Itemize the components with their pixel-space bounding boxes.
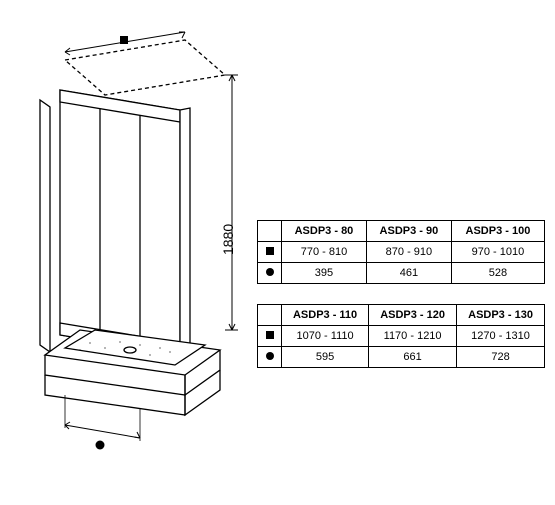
square-symbol-cell [258,326,282,347]
square-icon [266,331,274,339]
table-row: 770 - 810 870 - 910 970 - 1010 [258,242,545,263]
table-row: 1070 - 1110 1170 - 1210 1270 - 1310 [258,326,545,347]
table-row: 595 661 728 [258,347,545,368]
data-cell: 870 - 910 [366,242,451,263]
data-cell: 461 [366,263,451,284]
data-cell: 595 [282,347,369,368]
data-cell: 1070 - 1110 [282,326,369,347]
circle-symbol-cell [258,347,282,368]
data-cell: 528 [451,263,544,284]
circle-symbol-cell [258,263,282,284]
technical-drawing: 1880 [10,30,240,450]
header-cell: ASDP3 - 120 [369,305,457,326]
header-blank [258,221,282,242]
data-cell: 770 - 810 [282,242,367,263]
table-header-row: ASDP3 - 80 ASDP3 - 90 ASDP3 - 100 [258,221,545,242]
table-row: 395 461 528 [258,263,545,284]
data-cell: 661 [369,347,457,368]
square-icon [266,247,274,255]
header-cell: ASDP3 - 110 [282,305,369,326]
data-cell: 970 - 1010 [451,242,544,263]
header-cell: ASDP3 - 100 [451,221,544,242]
spec-table-upper: ASDP3 - 80 ASDP3 - 90 ASDP3 - 100 770 - … [257,220,545,284]
data-cell: 395 [282,263,367,284]
circle-icon [266,352,274,360]
header-cell: ASDP3 - 80 [282,221,367,242]
header-cell: ASDP3 - 130 [457,305,545,326]
spec-tables: ASDP3 - 80 ASDP3 - 90 ASDP3 - 100 770 - … [257,220,545,388]
header-blank [258,305,282,326]
header-cell: ASDP3 - 90 [366,221,451,242]
shower-door-svg [10,30,240,450]
circle-icon [266,268,274,276]
table-header-row: ASDP3 - 110 ASDP3 - 120 ASDP3 - 130 [258,305,545,326]
spec-table-lower: ASDP3 - 110 ASDP3 - 120 ASDP3 - 130 1070… [257,304,545,368]
data-cell: 728 [457,347,545,368]
data-cell: 1270 - 1310 [457,326,545,347]
data-cell: 1170 - 1210 [369,326,457,347]
height-dimension-label: 1880 [220,224,236,255]
square-symbol-cell [258,242,282,263]
